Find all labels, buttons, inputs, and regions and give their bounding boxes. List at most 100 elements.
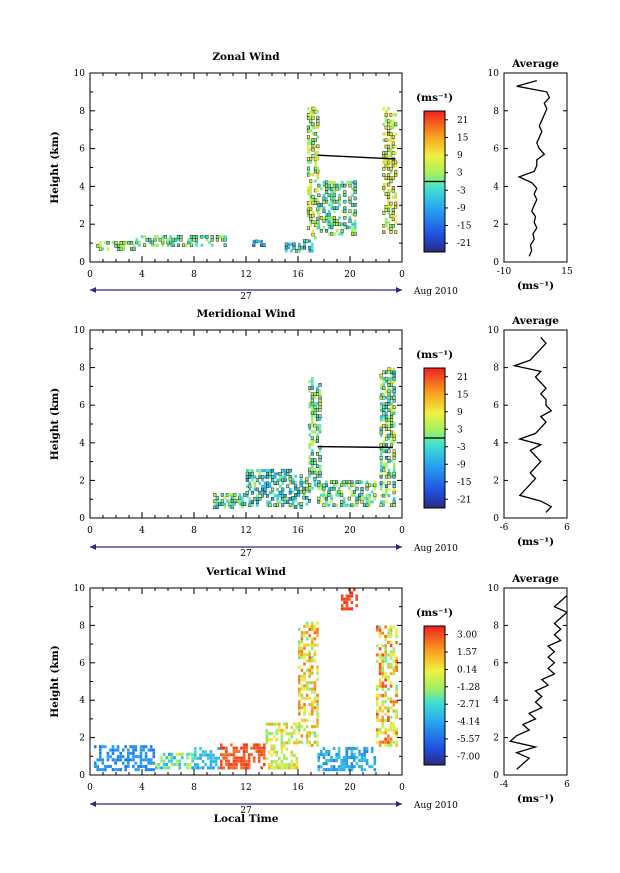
data-cell	[358, 749, 361, 753]
data-cell	[122, 244, 126, 248]
data-cell	[281, 475, 284, 479]
data-cell	[257, 756, 261, 760]
data-cell	[168, 759, 171, 763]
data-cell	[316, 424, 319, 428]
data-cell	[348, 503, 351, 507]
data-cell	[134, 755, 138, 759]
data-cell	[232, 746, 236, 750]
data-cell	[242, 766, 246, 770]
data-cell	[322, 752, 326, 756]
data-cell	[318, 449, 322, 453]
data-cell	[276, 500, 279, 504]
date-day-label: 27	[240, 806, 252, 816]
data-cell	[139, 764, 143, 768]
data-cell	[303, 245, 307, 250]
date-axis-left-arrow	[90, 801, 96, 807]
data-cell	[368, 500, 371, 504]
data-cell	[214, 756, 218, 760]
data-cell	[223, 237, 227, 242]
data-cell	[385, 421, 388, 425]
data-cell	[387, 402, 391, 406]
data-cell	[379, 465, 383, 469]
profile-y-tick-label: 10	[488, 584, 500, 594]
data-cell	[320, 187, 323, 191]
data-cell	[348, 209, 352, 214]
data-cell	[230, 505, 234, 509]
data-cell	[325, 190, 329, 194]
data-cell	[353, 503, 356, 507]
data-cell	[311, 198, 315, 202]
data-cell	[294, 483, 298, 488]
data-cell	[332, 483, 336, 487]
data-cell	[169, 238, 172, 242]
data-cell	[382, 418, 386, 422]
data-cell	[316, 725, 319, 729]
y-tick-label: 4	[79, 439, 85, 449]
data-cell	[381, 653, 385, 657]
data-cell	[205, 234, 209, 239]
colorbar-tick-label: -9	[457, 460, 466, 470]
data-cell	[387, 487, 391, 491]
data-cell	[389, 625, 393, 629]
data-cell	[338, 193, 341, 197]
data-cell	[227, 759, 231, 763]
data-cell	[303, 662, 306, 666]
data-cell	[268, 732, 271, 736]
data-cell	[214, 759, 218, 763]
data-cell	[299, 480, 303, 485]
data-cell	[135, 238, 139, 242]
data-cell	[325, 216, 329, 220]
data-cell	[104, 768, 107, 772]
data-cell	[278, 756, 281, 760]
data-cell	[303, 634, 306, 638]
colorbar	[423, 625, 446, 766]
data-cell	[258, 497, 262, 501]
data-cell	[345, 746, 349, 750]
data-cell	[376, 653, 379, 657]
data-cell	[384, 650, 387, 654]
data-cell	[382, 446, 386, 450]
data-cell	[201, 750, 205, 754]
data-cell	[270, 722, 274, 726]
data-cell	[160, 766, 163, 770]
data-cell	[325, 762, 328, 766]
data-cell	[353, 203, 357, 207]
data-cell	[248, 472, 252, 476]
data-cell	[360, 768, 364, 772]
data-cell	[351, 229, 354, 233]
profile-x-label: (ms⁻¹)	[517, 280, 554, 292]
data-cell	[173, 762, 176, 766]
data-cell	[387, 662, 390, 666]
data-cell	[387, 138, 390, 142]
data-cell	[317, 183, 321, 188]
data-cell	[256, 494, 259, 498]
data-cell	[327, 187, 331, 191]
data-cell	[376, 694, 379, 698]
data-cell	[317, 203, 321, 207]
data-cell	[209, 756, 213, 760]
data-cell	[271, 468, 275, 473]
data-cell	[350, 607, 354, 611]
data-cell	[238, 493, 242, 497]
data-cells	[213, 367, 396, 509]
data-cell	[390, 443, 394, 447]
data-cell	[116, 748, 120, 752]
data-cell	[311, 725, 314, 729]
data-cell	[307, 192, 310, 196]
data-cell	[297, 493, 301, 497]
data-cell	[308, 687, 311, 691]
data-cell	[314, 154, 317, 158]
data-cell	[313, 659, 317, 663]
data-cell	[209, 763, 213, 767]
data-cell	[308, 389, 311, 393]
data-cell	[322, 746, 326, 750]
data-cell	[379, 386, 383, 390]
data-cell	[268, 491, 272, 495]
data-cell	[338, 203, 341, 207]
data-cells	[93, 588, 398, 772]
data-cell	[127, 758, 130, 762]
data-cell	[378, 669, 382, 673]
data-cell	[353, 180, 357, 185]
data-cell	[223, 243, 227, 247]
data-cell	[316, 157, 320, 161]
